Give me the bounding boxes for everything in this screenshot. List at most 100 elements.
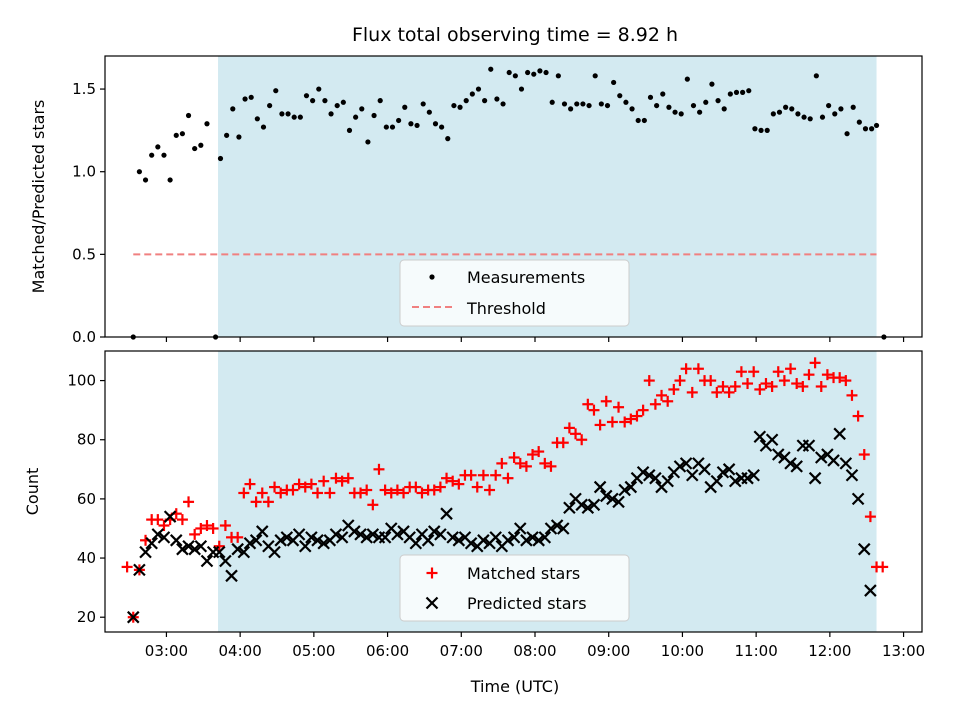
matched-point [643, 375, 655, 387]
measurement-point [598, 101, 604, 107]
predicted-point [864, 584, 877, 597]
matched-point [305, 478, 317, 490]
measurement-point [316, 86, 322, 92]
legend-threshold-label: Threshold [466, 299, 546, 318]
matched-point [441, 472, 453, 484]
measurement-point [346, 127, 353, 133]
measurement-point [224, 132, 230, 138]
predicted-point [771, 448, 785, 461]
predicted-point [311, 534, 324, 547]
predicted-point [194, 539, 208, 553]
predicted-point [624, 480, 638, 494]
measurement-point [801, 114, 807, 120]
matched-point [766, 380, 778, 392]
matched-point [219, 520, 231, 532]
matched-point [477, 469, 489, 481]
legend-matched-marker [426, 567, 438, 579]
measurement-point [770, 111, 776, 117]
predicted-point [765, 433, 779, 447]
matched-point [508, 451, 520, 463]
matched-point [563, 422, 575, 434]
matched-point [803, 369, 815, 381]
predicted-point [237, 545, 251, 559]
matched-point [742, 378, 754, 390]
matched-point [692, 363, 704, 375]
predicted-point [348, 525, 361, 538]
predicted-point [526, 531, 539, 544]
bottom-y-tick-label: 20 [77, 608, 96, 626]
measurement-point [549, 99, 555, 105]
x-tick-label: 04:00 [219, 642, 262, 660]
measurement-point [500, 101, 506, 107]
predicted-point [200, 554, 214, 568]
matched-point [600, 395, 612, 407]
measurement-point [795, 111, 801, 117]
top-y-ticks: 0.0 0.5 1.0 1.5 [72, 80, 105, 346]
matched-point [256, 487, 268, 499]
measurement-point [678, 111, 684, 117]
predicted-point [176, 542, 189, 556]
matched-point [570, 428, 582, 440]
matched-point [287, 484, 299, 496]
measurement-point [334, 102, 340, 109]
matched-point [213, 540, 225, 552]
predicted-point [606, 492, 619, 506]
predicted-point [753, 430, 767, 444]
matched-point [195, 522, 207, 534]
predicted-point [587, 498, 601, 512]
measurement-point [328, 111, 334, 117]
measurement-point [136, 169, 142, 175]
measurement-point [512, 73, 518, 79]
measurement-point [230, 106, 236, 112]
matched-point [232, 531, 244, 543]
predicted-point [157, 531, 171, 544]
legend-measurements-label: Measurements [467, 268, 585, 287]
measurement-point [340, 99, 346, 105]
measurement-point [844, 131, 850, 137]
measurement-point [371, 112, 377, 119]
bottom-legend-box [399, 554, 630, 622]
predicted-point [335, 531, 349, 544]
bottom-y-tick-label: 80 [77, 431, 96, 449]
measurement-point [285, 111, 291, 117]
matched-point [207, 522, 219, 534]
bottom-y-ticks: 20 40 60 80 100 [67, 372, 105, 626]
measurement-point [813, 73, 819, 79]
predicted-point [434, 528, 447, 541]
matched-point [355, 487, 367, 499]
matched-point [342, 472, 354, 484]
measurement-point [463, 98, 469, 104]
measurement-point [236, 134, 242, 140]
predicted-point [618, 483, 631, 497]
measurement-point [537, 68, 543, 74]
measurement-point [353, 114, 359, 120]
predicted-point [452, 534, 466, 547]
measurement-point [641, 117, 647, 124]
measurement-point [389, 124, 396, 130]
matched-point [398, 487, 410, 499]
matched-point [619, 416, 631, 428]
matched-point [428, 484, 440, 496]
x-tick-label: 12:00 [808, 642, 851, 660]
matched-point [361, 484, 373, 496]
measurement-point [703, 99, 709, 105]
measurement-point [592, 73, 598, 79]
bottom-y-tick-label: 60 [77, 490, 96, 508]
predicted-point [163, 510, 177, 523]
matched-point [293, 478, 305, 490]
predicted-point [612, 495, 625, 509]
measurement-point [611, 79, 617, 86]
measurement-point [672, 109, 678, 115]
matched-point [434, 481, 446, 493]
matched-point [385, 487, 397, 499]
matched-point [176, 514, 188, 526]
predicted-point [544, 522, 558, 535]
matched-point [631, 410, 643, 422]
predicted-point [280, 531, 294, 544]
measurement-point [297, 114, 303, 120]
matched-point [613, 401, 625, 413]
measurement-point [482, 98, 488, 104]
measurement-point [383, 124, 389, 130]
matched-point [318, 475, 330, 487]
bottom-y-tick-label: 40 [77, 549, 96, 567]
